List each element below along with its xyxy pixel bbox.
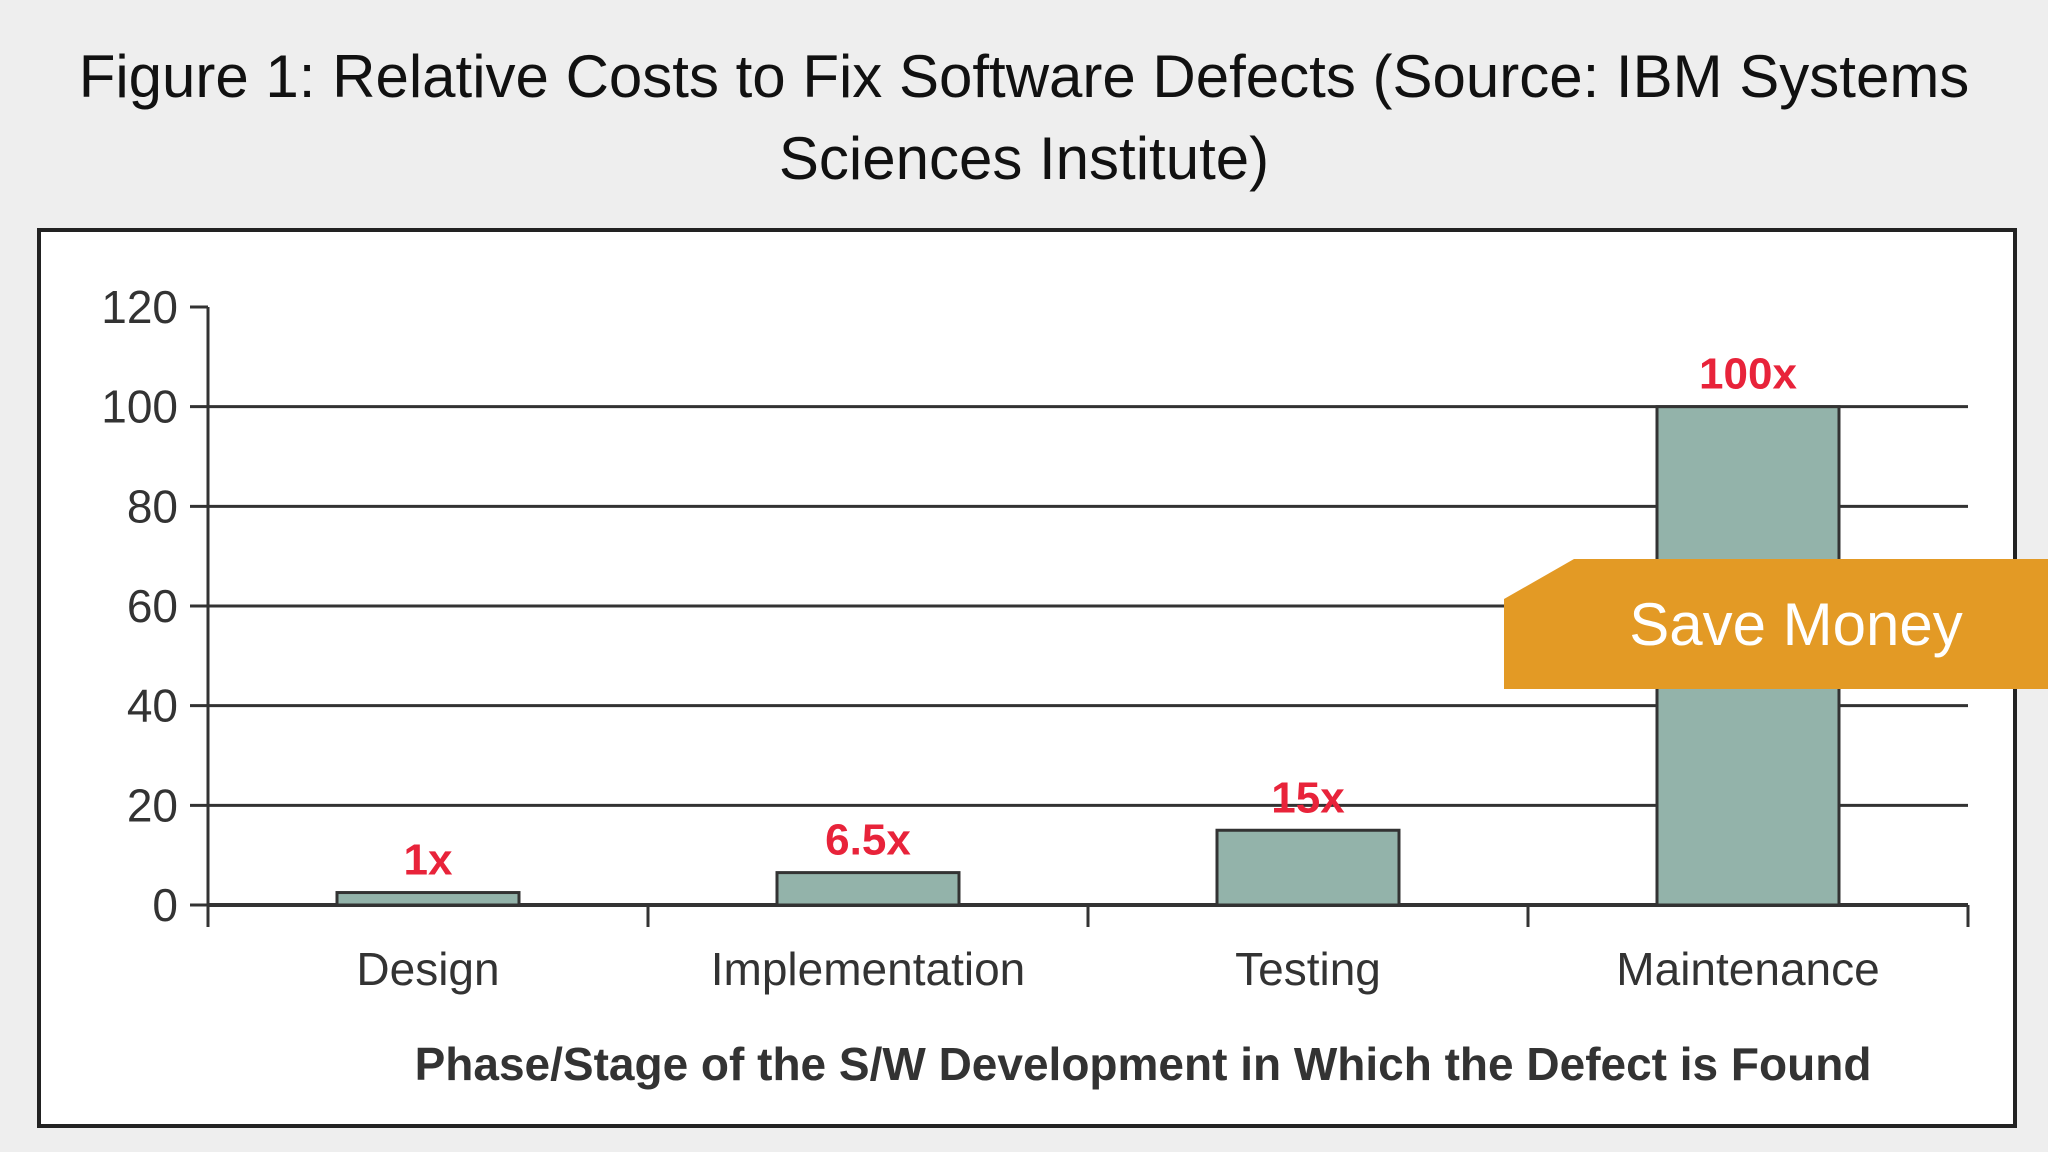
x-category-label: Testing (1235, 943, 1381, 995)
y-tick-label: 80 (127, 480, 178, 532)
data-label-maintenance: 100x (1699, 350, 1797, 399)
x-category-label: Maintenance (1616, 943, 1879, 995)
x-category-label: Implementation (711, 943, 1026, 995)
bar-design (335, 891, 521, 907)
y-tick-label: 120 (101, 281, 178, 333)
bar-implementation (775, 871, 961, 907)
save-money-badge: Save Money (1504, 559, 2048, 689)
y-tick-label: 0 (152, 879, 178, 931)
x-category-label: Design (356, 943, 499, 995)
data-label-implementation: 6.5x (825, 816, 911, 865)
y-tick-label: 20 (127, 779, 178, 831)
badge-label: Save Money (1629, 590, 1963, 658)
figure-title-line-1: Figure 1: Relative Costs to Fix Software… (78, 43, 1970, 110)
y-tick-label: 40 (127, 680, 178, 732)
y-tick-label: 60 (127, 580, 178, 632)
x-axis-title: Phase/Stage of the S/W Development in Wh… (415, 1038, 1872, 1090)
figure-title-line-2: Sciences Institute) (778, 125, 1270, 192)
data-label-design: 1x (404, 836, 453, 885)
data-label-testing: 15x (1271, 773, 1345, 822)
y-tick-label: 100 (101, 381, 178, 433)
figure-title: Figure 1: Relative Costs to Fix Software… (0, 36, 2048, 200)
bar-testing (1215, 828, 1401, 907)
